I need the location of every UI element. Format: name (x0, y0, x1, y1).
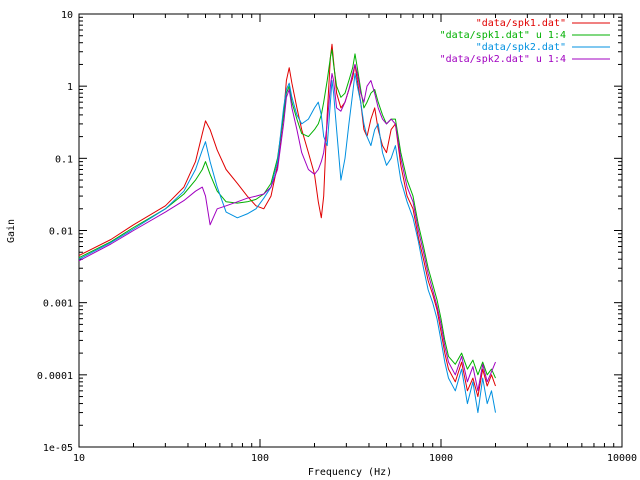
x-tick-label: 1000 (429, 453, 453, 464)
x-tick-label: 10 (73, 453, 85, 464)
x-axis-label: Frequency (Hz) (308, 467, 392, 478)
axis-ticks: 10 100 1000 10000 1e-05 0.0001 0.001 0.01 0.1 1 10 (37, 10, 637, 464)
plot-frame (78, 13, 623, 448)
legend-label-4: "data/spk2.dat" u 1:4 (440, 54, 566, 65)
legend-label-1: "data/spk1.dat" (476, 18, 566, 29)
y-tick-label: 0.1 (55, 154, 73, 165)
series-line-3 (78, 73, 496, 414)
x-tick-label: 10000 (607, 453, 637, 464)
y-tick-label: 1e-05 (43, 443, 73, 454)
legend-label-2: "data/spk1.dat" u 1:4 (440, 30, 566, 41)
y-tick-label: 0.01 (49, 227, 73, 238)
legend: "data/spk1.dat""data/spk1.dat" u 1:4"dat… (440, 18, 610, 65)
legend-label-3: "data/spk2.dat" (476, 42, 566, 53)
series-line-4 (78, 63, 496, 392)
series-lines (78, 43, 496, 414)
y-tick-label: 0.0001 (37, 371, 73, 382)
series-line-2 (78, 49, 496, 379)
y-tick-label: 10 (61, 10, 73, 21)
y-tick-label: 1 (67, 82, 73, 93)
x-tick-label: 100 (251, 453, 269, 464)
y-tick-label: 0.001 (43, 299, 73, 310)
series-line-1 (78, 43, 496, 398)
y-axis-label: Gain (6, 219, 17, 243)
